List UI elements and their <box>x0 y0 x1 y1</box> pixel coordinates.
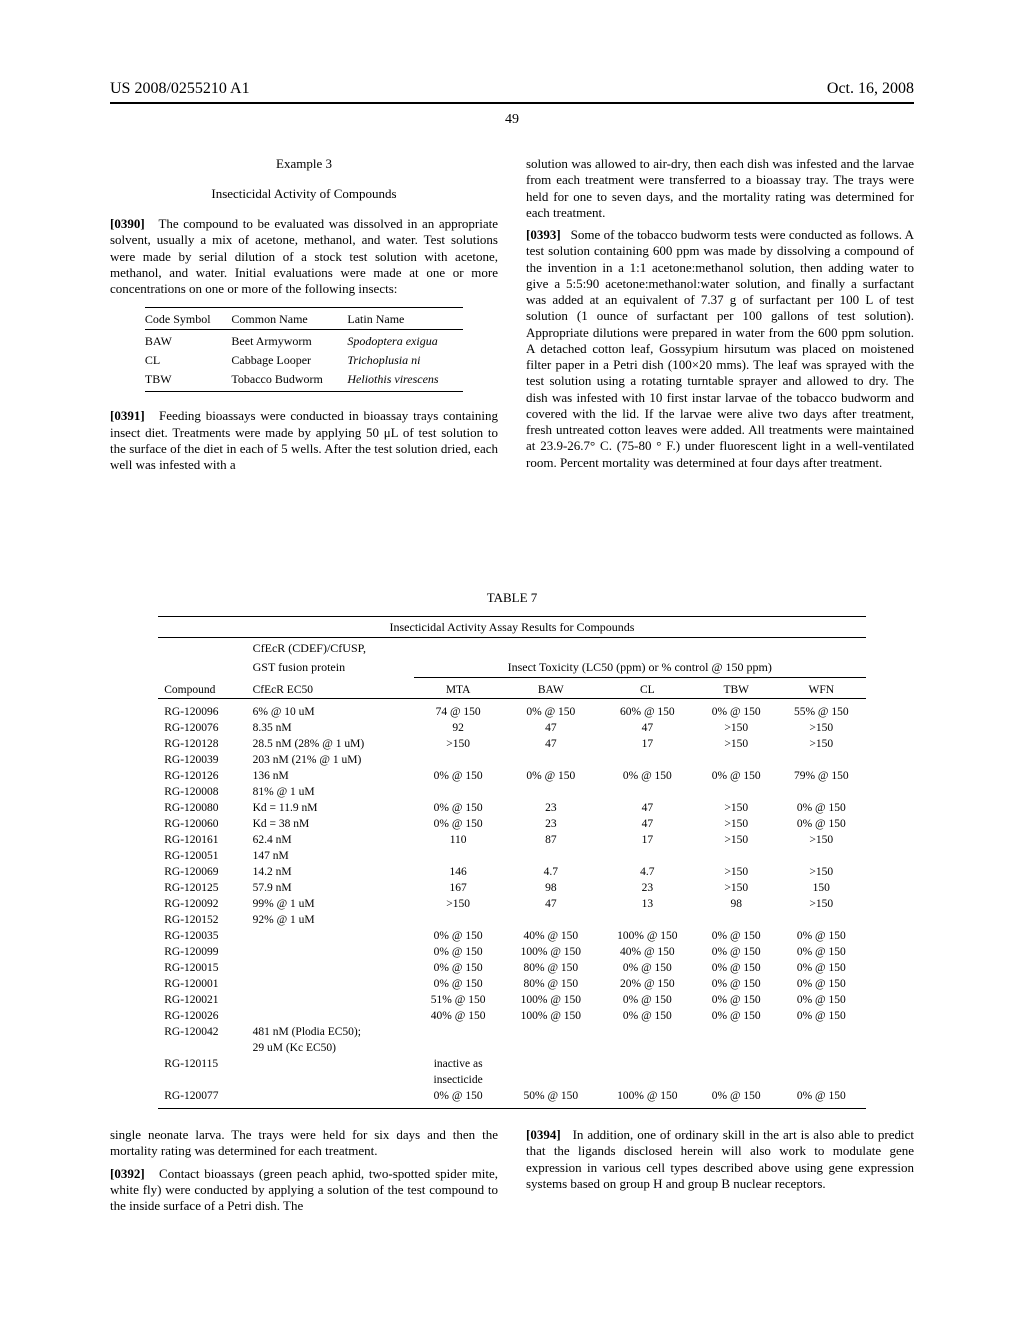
table-row: BAW Beet Armyworm Spodoptera exigua <box>145 332 463 351</box>
table-row: RG-120080Kd = 11.9 nM0% @ 1502347>1500% … <box>158 800 866 816</box>
table-row: RG-1200150% @ 15080% @ 1500% @ 1500% @ 1… <box>158 960 866 976</box>
para-bottom-left: single neonate larva. The trays were hel… <box>110 1127 498 1160</box>
example-number: Example 3 <box>110 156 498 172</box>
table7-label: TABLE 7 <box>110 590 914 606</box>
col-latin: Latin Name <box>347 310 463 330</box>
para-text: The compound to be evaluated was dissolv… <box>110 216 498 296</box>
col-baw: BAW <box>503 682 600 699</box>
col-wfn: WFN <box>777 682 866 699</box>
para-num: [0393] <box>526 227 561 242</box>
table-row: RG-120039203 nM (21% @ 1 uM) <box>158 752 866 768</box>
table-row: RG-12002151% @ 150100% @ 1500% @ 1500% @… <box>158 992 866 1008</box>
table-row: RG-12002640% @ 150100% @ 1500% @ 1500% @… <box>158 1008 866 1024</box>
sub1-line1: CfEcR (CDEF)/CfUSP, <box>247 639 414 658</box>
table7-wrap: TABLE 7 Insecticidal Activity Assay Resu… <box>110 590 914 1109</box>
header-rule <box>110 102 914 104</box>
table-row: RG-12016162.4 nM1108717>150>150 <box>158 832 866 848</box>
table7-title: Insecticidal Activity Assay Results for … <box>158 618 866 638</box>
page-number: 49 <box>110 112 914 128</box>
table-row: RG-1200010% @ 15080% @ 15020% @ 1500% @ … <box>158 976 866 992</box>
table-row: RG-1200990% @ 150100% @ 15040% @ 1500% @… <box>158 944 866 960</box>
publication-date: Oct. 16, 2008 <box>827 80 914 98</box>
para-0390: [0390] The compound to be evaluated was … <box>110 216 498 297</box>
top-columns: Example 3 Insecticidal Activity of Compo… <box>110 156 914 566</box>
para-num: [0392] <box>110 1166 145 1181</box>
table-row: RG-1200768.35 nM924747>150>150 <box>158 720 866 736</box>
para-text: Feeding bioassays were conducted in bioa… <box>110 408 498 472</box>
table-row: RG-120042481 nM (Plodia EC50); <box>158 1024 866 1040</box>
table-row: insecticide <box>158 1072 866 1088</box>
table-row: RG-12000881% @ 1 uM <box>158 784 866 800</box>
table7: Insecticidal Activity Assay Results for … <box>158 616 866 1109</box>
para-0392: [0392] Contact bioassays (green peach ap… <box>110 1166 498 1215</box>
para-top-right: solution was allowed to air-dry, then ea… <box>526 156 914 221</box>
example-heading: Example 3 Insecticidal Activity of Compo… <box>110 156 498 202</box>
table-row: 29 uM (Kc EC50) <box>158 1040 866 1056</box>
para-0393: [0393] Some of the tobacco budworm tests… <box>526 227 914 471</box>
col-tbw: TBW <box>696 682 777 699</box>
table-row: RG-12012828.5 nM (28% @ 1 uM)>1504717>15… <box>158 736 866 752</box>
col-mta: MTA <box>414 682 503 699</box>
table-row: RG-120126136 nM0% @ 1500% @ 1500% @ 1500… <box>158 768 866 784</box>
table-row: RG-12006914.2 nM1464.74.7>150>150 <box>158 864 866 880</box>
patent-page: US 2008/0255210 A1 Oct. 16, 2008 49 Exam… <box>0 0 1024 1320</box>
table-row: TBW Tobacco Budworm Heliothis virescens <box>145 370 463 389</box>
table-row: RG-120060Kd = 38 nM0% @ 1502347>1500% @ … <box>158 816 866 832</box>
para-text: Some of the tobacco budworm tests were c… <box>526 227 914 470</box>
table-row: RG-12015292% @ 1 uM <box>158 912 866 928</box>
patent-number: US 2008/0255210 A1 <box>110 80 250 98</box>
para-text: Contact bioassays (green peach aphid, tw… <box>110 1166 498 1214</box>
table-row: RG-1200966% @ 10 uM74 @ 1500% @ 15060% @… <box>158 704 866 720</box>
col-compound: Compound <box>158 682 246 699</box>
sub1-line2: GST fusion protein <box>247 658 414 678</box>
para-num: [0394] <box>526 1127 561 1142</box>
table-row: RG-120051147 nM <box>158 848 866 864</box>
col-code: Code Symbol <box>145 310 231 330</box>
para-num: [0391] <box>110 408 145 423</box>
bottom-columns: single neonate larva. The trays were hel… <box>110 1127 914 1217</box>
para-text: In addition, one of ordinary skill in th… <box>526 1127 914 1191</box>
table-row: CL Cabbage Looper Trichoplusia ni <box>145 351 463 370</box>
col-cl: CL <box>599 682 696 699</box>
example-title: Insecticidal Activity of Compounds <box>110 186 498 202</box>
para-num: [0390] <box>110 216 145 231</box>
insect-code-table: Code Symbol Common Name Latin Name BAW B… <box>145 307 463 392</box>
para-0391: [0391] Feeding bioassays were conducted … <box>110 408 498 473</box>
table-row: RG-1200350% @ 15040% @ 150100% @ 1500% @… <box>158 928 866 944</box>
col-cfecr: CfEcR EC50 <box>247 682 414 699</box>
table-row: RG-120115inactive as <box>158 1056 866 1072</box>
sub2: Insect Toxicity (LC50 (ppm) or % control… <box>414 658 866 678</box>
table-row: RG-12009299% @ 1 uM>150471398>150 <box>158 896 866 912</box>
table-row: RG-12012557.9 nM1679823>150150 <box>158 880 866 896</box>
para-0394: [0394] In addition, one of ordinary skil… <box>526 1127 914 1192</box>
col-common: Common Name <box>231 310 347 330</box>
page-header: US 2008/0255210 A1 Oct. 16, 2008 <box>110 80 914 98</box>
table-row: RG-1200770% @ 15050% @ 150100% @ 1500% @… <box>158 1088 866 1104</box>
